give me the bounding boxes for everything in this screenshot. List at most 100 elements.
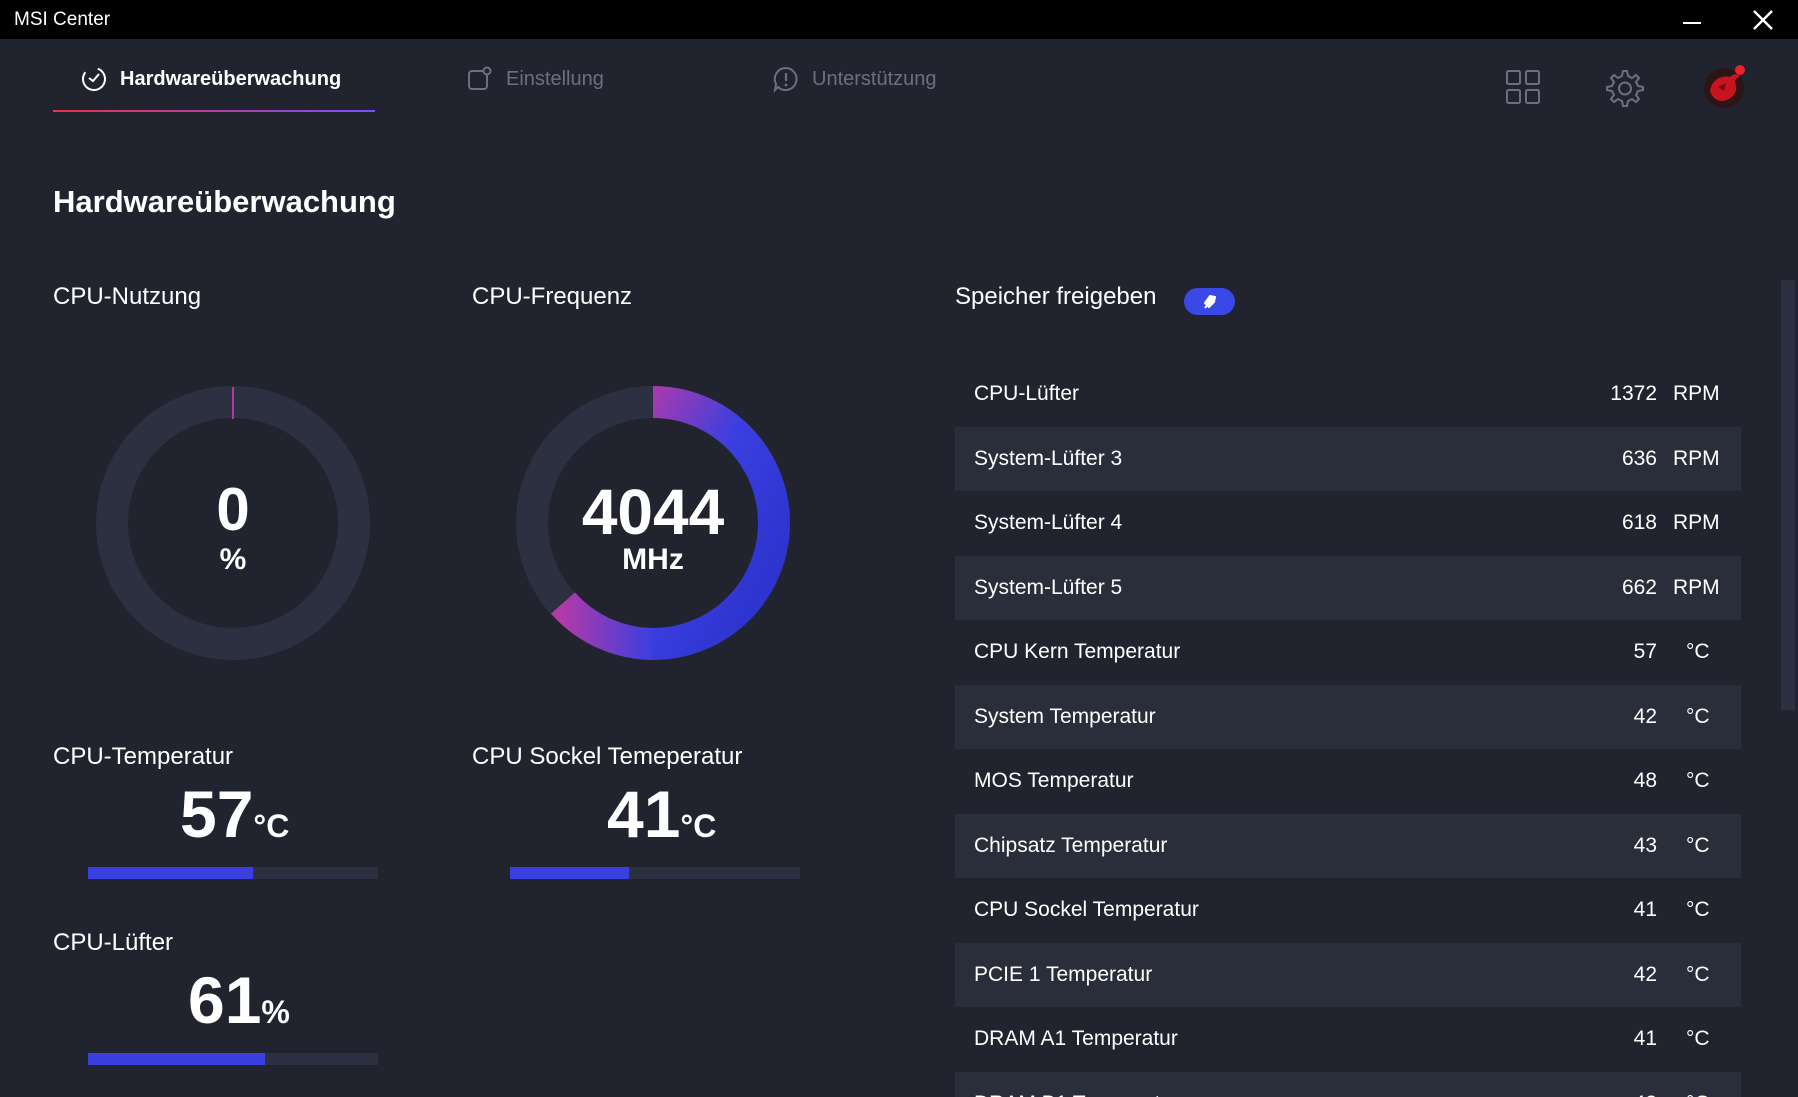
- top-navigation: Hardwareüberwachung Einstellung Unterstü…: [0, 39, 1798, 119]
- cpu-fan-bar: [88, 1053, 378, 1065]
- minimize-icon: [1683, 21, 1701, 24]
- sensor-row: System-Lüfter 5 662 RPM: [955, 555, 1741, 620]
- sensor-name: CPU Sockel Temperatur: [974, 898, 1199, 921]
- cpu-fan-label: CPU-Lüfter: [53, 929, 174, 956]
- socket-temperature-value: 41: [607, 777, 681, 851]
- sensor-unit: RPM: [1673, 446, 1720, 470]
- socket-temperature-bar-fill: [510, 867, 629, 879]
- cpu-usage-unit: %: [219, 543, 247, 576]
- cpu-usage-value: 0: [216, 476, 250, 543]
- sensor-name: CPU-Lüfter: [974, 382, 1080, 405]
- sensor-name: CPU Kern Temperatur: [974, 640, 1181, 663]
- sensor-row: PCIE 1 Temperatur 42 °C: [955, 942, 1741, 1007]
- cpu-frequency-gauge: 4044 MHz: [513, 383, 793, 663]
- cpu-fan-value: 61: [188, 963, 262, 1037]
- sensor-value: 43: [1634, 1092, 1657, 1097]
- sensor-value: 41: [1633, 1027, 1657, 1050]
- msi-dragon-icon[interactable]: [1700, 61, 1750, 111]
- close-icon: [1753, 9, 1773, 30]
- tab-settings[interactable]: Einstellung: [466, 65, 604, 109]
- sensor-name: System-Lüfter 3: [974, 446, 1123, 470]
- sensor-value: 41: [1633, 898, 1657, 921]
- close-button[interactable]: [1735, 0, 1791, 39]
- sensor-row: System Temperatur 42 °C: [955, 684, 1741, 749]
- sensor-name: MOS Temperatur: [974, 769, 1134, 792]
- sensor-row: MOS Temperatur 48 °C: [955, 749, 1741, 814]
- socket-temperature-label: CPU Sockel Temeperatur: [472, 743, 743, 770]
- sensor-unit: °C: [1686, 962, 1710, 986]
- socket-temperature-unit: °C: [680, 808, 717, 844]
- tab-label: Einstellung: [506, 68, 604, 90]
- page-title: Hardwareüberwachung: [53, 184, 396, 219]
- sensor-row: System-Lüfter 3 636 RPM: [955, 426, 1741, 491]
- sensor-name: System Temperatur: [974, 704, 1156, 728]
- cpu-temperature-unit: °C: [253, 808, 290, 844]
- gauge-icon: [80, 65, 108, 93]
- sensor-value: 43: [1633, 833, 1657, 857]
- sensor-value: 618: [1621, 511, 1657, 534]
- cpu-frequency-value: 4044: [581, 476, 725, 548]
- cpu-fan-unit: %: [261, 994, 290, 1030]
- sensor-value: 42: [1633, 962, 1657, 986]
- app-title: MSI Center: [14, 9, 111, 30]
- title-bar: MSI Center: [0, 0, 1798, 39]
- sensor-unit: °C: [1686, 833, 1710, 857]
- sensor-name: System-Lüfter 4: [974, 511, 1123, 534]
- sensor-row: DRAM B1 Temperatur 43 °C: [955, 1071, 1741, 1097]
- scrollbar[interactable]: [1781, 280, 1795, 710]
- alert-bubble-icon: [772, 65, 800, 93]
- sensor-row: CPU-Lüfter 1372 RPM: [955, 362, 1741, 427]
- sensor-row: DRAM A1 Temperatur 41 °C: [955, 1007, 1741, 1072]
- grid-icon[interactable]: [1505, 69, 1541, 105]
- tab-label: Unterstützung: [812, 68, 937, 90]
- sensor-name: System-Lüfter 5: [974, 575, 1123, 599]
- sensor-name: DRAM A1 Temperatur: [974, 1027, 1178, 1050]
- sensor-unit: RPM: [1673, 575, 1720, 599]
- sensor-name: PCIE 1 Temperatur: [974, 962, 1153, 986]
- sensor-value: 662: [1621, 575, 1657, 599]
- memory-release-label: Speicher freigeben: [955, 283, 1157, 310]
- tab-hardware-monitoring[interactable]: Hardwareüberwachung: [80, 65, 341, 109]
- sensor-list: CPU-Lüfter 1372 RPM System-Lüfter 3 636 RPM Sy…: [955, 362, 1741, 1097]
- sensor-row: CPU Sockel Temperatur 41 °C: [955, 878, 1741, 943]
- cpu-usage-label: CPU-Nutzung: [53, 283, 202, 310]
- rocket-icon: [1203, 294, 1216, 309]
- sensor-unit: RPM: [1673, 511, 1720, 534]
- sensor-value: 1372: [1610, 382, 1657, 405]
- sensor-name: Chipsatz Temperatur: [974, 833, 1168, 857]
- cpu-temperature-value: 57: [180, 777, 254, 851]
- cpu-usage-gauge: 0 %: [93, 383, 373, 663]
- cpu-fan-bar-fill: [88, 1053, 265, 1065]
- minimize-button[interactable]: [1664, 0, 1720, 39]
- sensor-unit: °C: [1686, 640, 1710, 663]
- cpu-frequency-unit: MHz: [622, 543, 684, 576]
- sensor-value: 636: [1621, 446, 1657, 470]
- socket-temperature-readout: 41°C: [607, 776, 716, 852]
- sensor-value: 42: [1633, 704, 1657, 728]
- active-tab-indicator: [53, 110, 375, 112]
- sensor-row: CPU Kern Temperatur 57 °C: [955, 620, 1741, 685]
- sensor-row: System-Lüfter 4 618 RPM: [955, 491, 1741, 556]
- sensor-unit: °C: [1686, 769, 1710, 792]
- socket-temperature-bar: [510, 867, 800, 879]
- memory-release-button[interactable]: [1184, 288, 1235, 315]
- sensor-unit: °C: [1686, 898, 1710, 921]
- cpu-temperature-readout: 57°C: [180, 776, 289, 852]
- cpu-frequency-label: CPU-Frequenz: [472, 283, 633, 310]
- sensor-name: DRAM B1 Temperatur: [974, 1092, 1179, 1097]
- tab-support[interactable]: Unterstützung: [772, 65, 937, 109]
- sensor-unit: °C: [1686, 1027, 1710, 1050]
- cpu-temperature-label: CPU-Temperatur: [53, 743, 234, 770]
- sensor-unit: °C: [1686, 704, 1710, 728]
- cpu-temperature-bar: [88, 867, 378, 879]
- tab-label: Hardwareüberwachung: [120, 68, 342, 90]
- cpu-fan-readout: 61%: [188, 962, 290, 1038]
- cpu-temperature-bar-fill: [88, 867, 254, 879]
- gear-icon[interactable]: [1604, 68, 1644, 108]
- sensor-value: 48: [1633, 769, 1657, 792]
- sensor-unit: °C: [1686, 1092, 1710, 1097]
- sensor-unit: RPM: [1673, 382, 1720, 405]
- settings-square-icon: [466, 65, 494, 93]
- sensor-value: 57: [1633, 640, 1657, 663]
- sensor-row: Chipsatz Temperatur 43 °C: [955, 813, 1741, 878]
